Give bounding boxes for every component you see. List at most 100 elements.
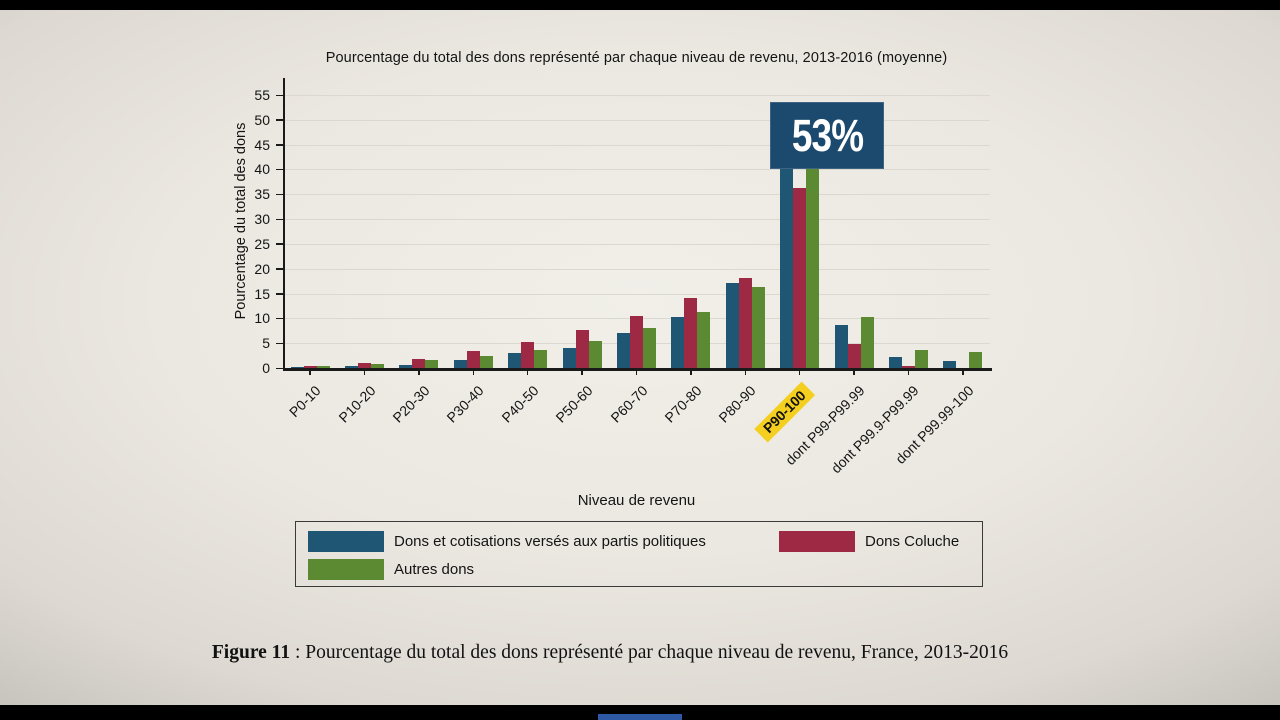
y-tick-0 — [276, 367, 283, 369]
legend-label-0: Dons et cotisations versés aux partis po… — [394, 533, 706, 550]
bar-dont P99.99-100-series-0 — [943, 360, 957, 368]
y-tick-label-25: 25 — [254, 235, 270, 252]
y-tick-5 — [276, 342, 283, 345]
y-tick-label-30: 30 — [254, 211, 270, 228]
bar-dont P99.9-P99.99-series-0 — [888, 357, 902, 368]
bar-P60-70-series-2 — [643, 328, 656, 368]
x-tick-P0-10 — [309, 370, 311, 375]
bar-P40-50-series-0 — [508, 352, 522, 368]
bar-dont P99.9-P99.99-series-1 — [901, 366, 915, 368]
gridline-40 — [283, 169, 990, 171]
x-axis-line — [283, 368, 992, 371]
caption-separator: : — [290, 642, 306, 663]
bar-P70-80-series-0 — [671, 317, 685, 368]
y-tick-45 — [276, 144, 283, 146]
legend-swatch-1 — [779, 531, 855, 552]
bar-P0-10-series-0 — [290, 367, 304, 368]
legend-label-2: Autres dons — [394, 561, 475, 578]
bar-P20-30-series-2 — [425, 359, 439, 368]
x-tick-P30-40 — [472, 370, 475, 375]
caption-text: Pourcentage du total des dons représenté… — [305, 642, 1009, 663]
y-tick-40 — [276, 168, 283, 171]
legend-swatch-0 — [308, 531, 384, 552]
y-tick-15 — [276, 293, 283, 295]
gridline-55 — [283, 95, 990, 96]
letterbox-bottom — [0, 705, 1280, 720]
gridline-35 — [283, 194, 990, 196]
callout-text: 53% — [791, 109, 863, 161]
bar-P50-60-series-0 — [562, 348, 576, 368]
gridline-25 — [283, 243, 990, 245]
bar-dont P99-P99.99-series-2 — [860, 316, 874, 368]
legend-swatch-2 — [308, 559, 384, 580]
y-tick-label-20: 20 — [254, 260, 270, 277]
x-tick-dont P99.9-P99.99 — [907, 370, 910, 375]
x-tick-P50-60 — [581, 370, 583, 375]
bar-P20-30-series-1 — [412, 359, 426, 368]
x-tick-P40-50 — [526, 370, 529, 375]
bar-P30-40-series-0 — [453, 359, 467, 368]
y-tick-label-10: 10 — [254, 310, 270, 327]
bar-dont P99.9-P99.99-series-2 — [914, 350, 928, 368]
x-tick-P70-80 — [690, 370, 692, 375]
y-tick-label-40: 40 — [254, 161, 270, 178]
bar-P10-20-series-0 — [345, 366, 359, 368]
y-tick-label-35: 35 — [254, 186, 270, 203]
figure-caption: Figure 11 : Pourcentage du total des don… — [0, 642, 1220, 664]
gridline-15 — [283, 293, 990, 295]
x-axis-label: Niveau de revenu — [577, 492, 696, 509]
bar-P50-60-series-2 — [588, 341, 602, 368]
letterbox-top — [0, 0, 1280, 10]
bar-dont P99-P99.99-series-1 — [847, 344, 861, 368]
y-tick-label-0: 0 — [262, 360, 270, 376]
y-tick-50 — [276, 119, 283, 121]
y-tick-25 — [276, 243, 283, 245]
bar-P80-90-series-0 — [725, 282, 739, 368]
gridline-20 — [283, 268, 990, 270]
x-tick-P90-100 — [798, 370, 801, 375]
bar-P20-30-series-0 — [399, 364, 413, 368]
gridline-45 — [283, 144, 990, 146]
legend-label-1: Dons Coluche — [865, 533, 960, 550]
bar-dont P99.99-100-series-2 — [969, 352, 983, 368]
y-tick-label-45: 45 — [254, 136, 270, 153]
chart-title: Pourcentage du total des dons représenté… — [325, 50, 948, 66]
bar-P0-10-series-2 — [316, 366, 330, 368]
bar-P10-20-series-1 — [358, 363, 372, 368]
x-tick-dont P99.99-100 — [962, 370, 964, 375]
y-tick-30 — [276, 218, 283, 221]
y-tick-20 — [276, 268, 283, 270]
y-tick-label-55: 55 — [254, 87, 270, 103]
y-tick-label-5: 5 — [262, 335, 270, 352]
bar-P30-40-series-2 — [479, 356, 493, 368]
callout-53-percent: 53% — [770, 102, 885, 170]
bar-P80-90-series-2 — [751, 287, 765, 368]
gridline-30 — [283, 219, 990, 221]
x-tick-P60-70 — [635, 370, 638, 375]
bar-P70-80-series-2 — [697, 312, 711, 368]
legend: Dons et cotisations versés aux partis po… — [295, 521, 983, 587]
bar-P80-90-series-1 — [738, 278, 752, 368]
bar-P50-60-series-1 — [575, 330, 589, 368]
x-tick-P80-90 — [744, 370, 747, 375]
bar-P40-50-series-1 — [521, 342, 535, 368]
bar-P70-80-series-1 — [684, 298, 698, 368]
bar-dont P99-P99.99-series-0 — [834, 325, 848, 368]
bar-P90-100-series-2 — [806, 167, 820, 368]
y-tick-10 — [276, 317, 283, 320]
bar-P30-40-series-1 — [466, 351, 480, 368]
y-axis-line — [283, 78, 285, 368]
video-progress-bar[interactable] — [598, 714, 682, 720]
bar-P0-10-series-1 — [303, 365, 317, 368]
y-tick-label-50: 50 — [254, 111, 270, 128]
y-tick-35 — [276, 193, 283, 196]
bar-P90-100-series-1 — [793, 188, 807, 368]
y-tick-55 — [276, 94, 283, 96]
y-tick-label-15: 15 — [254, 285, 270, 302]
bar-P10-20-series-2 — [371, 363, 385, 368]
x-tick-dont P99-P99.99 — [853, 370, 855, 375]
x-tick-P10-20 — [363, 370, 366, 375]
gridline-50 — [283, 119, 990, 121]
